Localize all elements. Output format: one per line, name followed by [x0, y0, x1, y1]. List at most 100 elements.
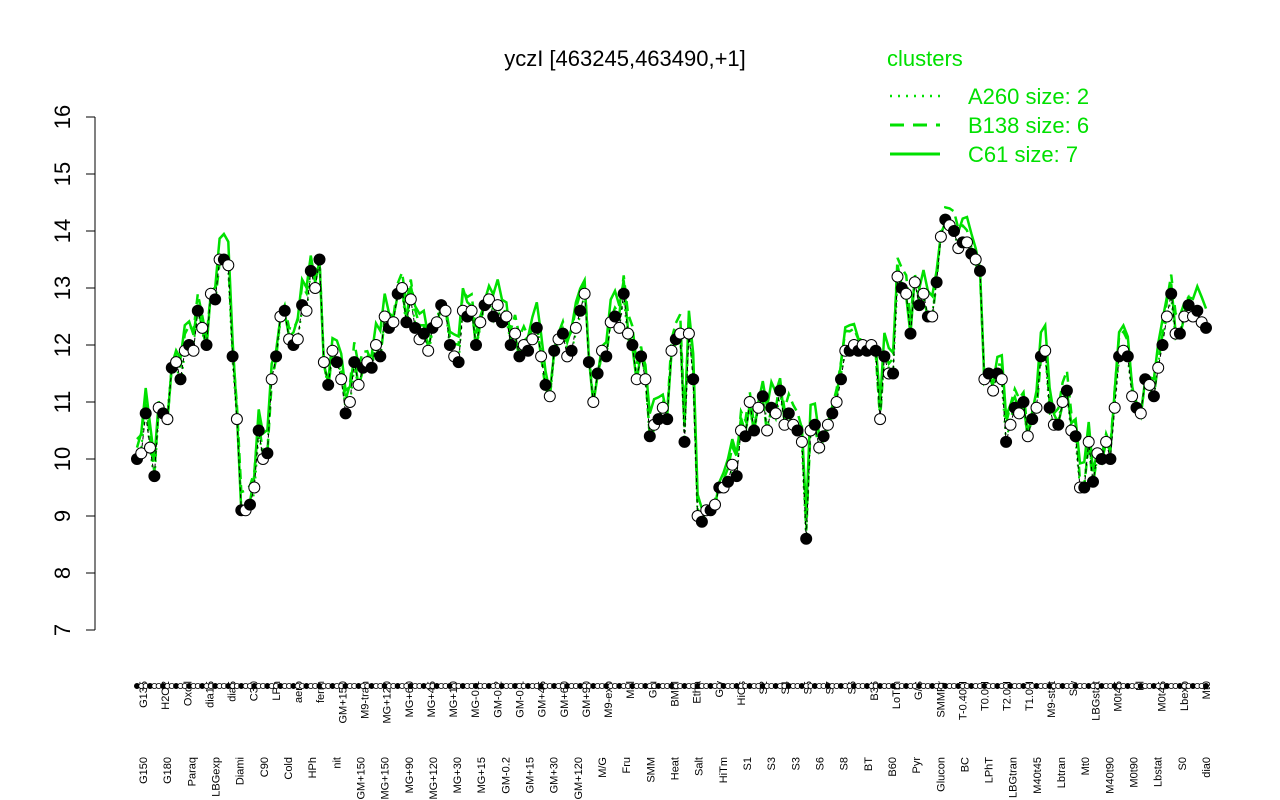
data-point	[1152, 361, 1165, 374]
data-point	[752, 401, 765, 414]
data-point	[556, 327, 569, 340]
x-tick-label: Glucon	[935, 757, 947, 792]
x-tick-label: M9-tran	[359, 681, 371, 719]
data-point	[678, 435, 691, 448]
data-point	[1026, 413, 1039, 426]
data-point	[509, 327, 522, 340]
x-tick-label: M9-exp	[603, 681, 615, 718]
x-tick-label: MG+120	[382, 681, 394, 724]
data-point	[139, 407, 152, 420]
data-point	[530, 321, 543, 334]
y-tick-label: 13	[50, 276, 75, 300]
data-point	[222, 259, 235, 272]
y-tick-label: 7	[50, 624, 75, 636]
x-tick-label: Paraq	[186, 757, 198, 786]
data-point	[743, 396, 756, 408]
data-point	[913, 299, 926, 312]
data-point	[665, 344, 678, 357]
x-tick-label: Salt	[694, 757, 706, 776]
data-point	[782, 407, 795, 420]
data-point	[1039, 344, 1052, 357]
x-tick-label: S0	[1177, 757, 1189, 770]
data-point	[317, 356, 330, 369]
data-point	[995, 373, 1008, 386]
x-tick-label: M40t45	[1032, 757, 1044, 794]
data-point	[1182, 299, 1195, 312]
data-point	[491, 299, 504, 312]
y-ticks: 7 8 9 10 11 12 13 14 15 16	[50, 105, 95, 636]
data-point	[404, 293, 417, 306]
data-point	[313, 253, 326, 266]
data-point	[539, 378, 552, 391]
x-tick-label: Pyr	[911, 757, 923, 774]
data-point	[348, 356, 361, 369]
data-point	[565, 344, 578, 357]
data-point	[934, 230, 947, 243]
data-point	[422, 344, 435, 357]
y-axis: 7 8 9 10 11 12 13 14 15 16	[50, 105, 96, 636]
data-point	[504, 339, 517, 351]
data-point	[948, 225, 960, 237]
data-point	[987, 384, 1000, 397]
x-tick-label: B60	[887, 757, 899, 777]
x-tick-label: HPh	[307, 757, 319, 778]
data-point	[609, 310, 621, 323]
data-point	[300, 304, 313, 317]
data-point	[826, 407, 839, 420]
data-point	[1043, 401, 1056, 414]
data-point	[617, 287, 630, 300]
data-point	[252, 424, 265, 437]
x-tick-label: MG+30	[452, 757, 464, 793]
data-point	[335, 373, 348, 386]
data-point	[1173, 327, 1186, 340]
data-point	[304, 264, 317, 277]
data-point	[191, 304, 204, 317]
data-point	[1004, 418, 1017, 431]
legend-label-c61: C61 size: 7	[968, 142, 1078, 167]
x-tick-label: MG+10	[448, 681, 460, 717]
y-tick-label: 11	[50, 391, 75, 414]
data-point	[900, 287, 913, 300]
data-point	[270, 350, 283, 363]
x-tick-label: dia0	[1201, 757, 1213, 778]
data-point	[291, 333, 304, 346]
data-point	[1082, 435, 1095, 448]
data-point	[1000, 435, 1013, 448]
x-tick-label: Mt0	[1080, 757, 1092, 775]
x-tick-label: SMM	[645, 757, 657, 783]
data-point	[200, 339, 213, 351]
data-point	[148, 470, 161, 483]
data-point	[452, 356, 465, 369]
data-point	[170, 356, 183, 369]
data-point	[343, 396, 356, 408]
x-tick-label: BC	[959, 757, 971, 772]
data-point	[622, 327, 634, 340]
x-tick-label: Heat	[670, 757, 682, 780]
x-tick-label: GM+45	[537, 681, 549, 717]
data-point	[1078, 481, 1091, 494]
data-point	[1052, 418, 1065, 431]
x-tick-label: G180	[162, 757, 174, 784]
data-point	[817, 430, 830, 443]
x-tick-label: MG+150	[380, 757, 392, 800]
data-point	[613, 321, 626, 334]
data-point	[748, 424, 761, 437]
data-point	[869, 344, 882, 357]
data-point	[635, 350, 648, 363]
x-tick-label: MG+15	[476, 757, 488, 793]
data-point	[639, 373, 652, 386]
data-point	[409, 321, 422, 334]
data-point	[874, 413, 887, 426]
data-point	[513, 350, 526, 363]
data-point	[1013, 407, 1026, 420]
x-tick-label: BT	[863, 757, 875, 771]
data-point	[835, 373, 847, 386]
series-line-a260	[136, 219, 1207, 541]
x-tick-label: Lbstat	[1153, 757, 1165, 787]
data-point	[1200, 321, 1212, 334]
data-point	[1069, 430, 1082, 443]
data-point	[600, 350, 613, 363]
x-tick-label: HiTm	[718, 757, 730, 783]
data-point	[500, 310, 513, 323]
x-tick-label: LBGtran	[1008, 757, 1020, 798]
